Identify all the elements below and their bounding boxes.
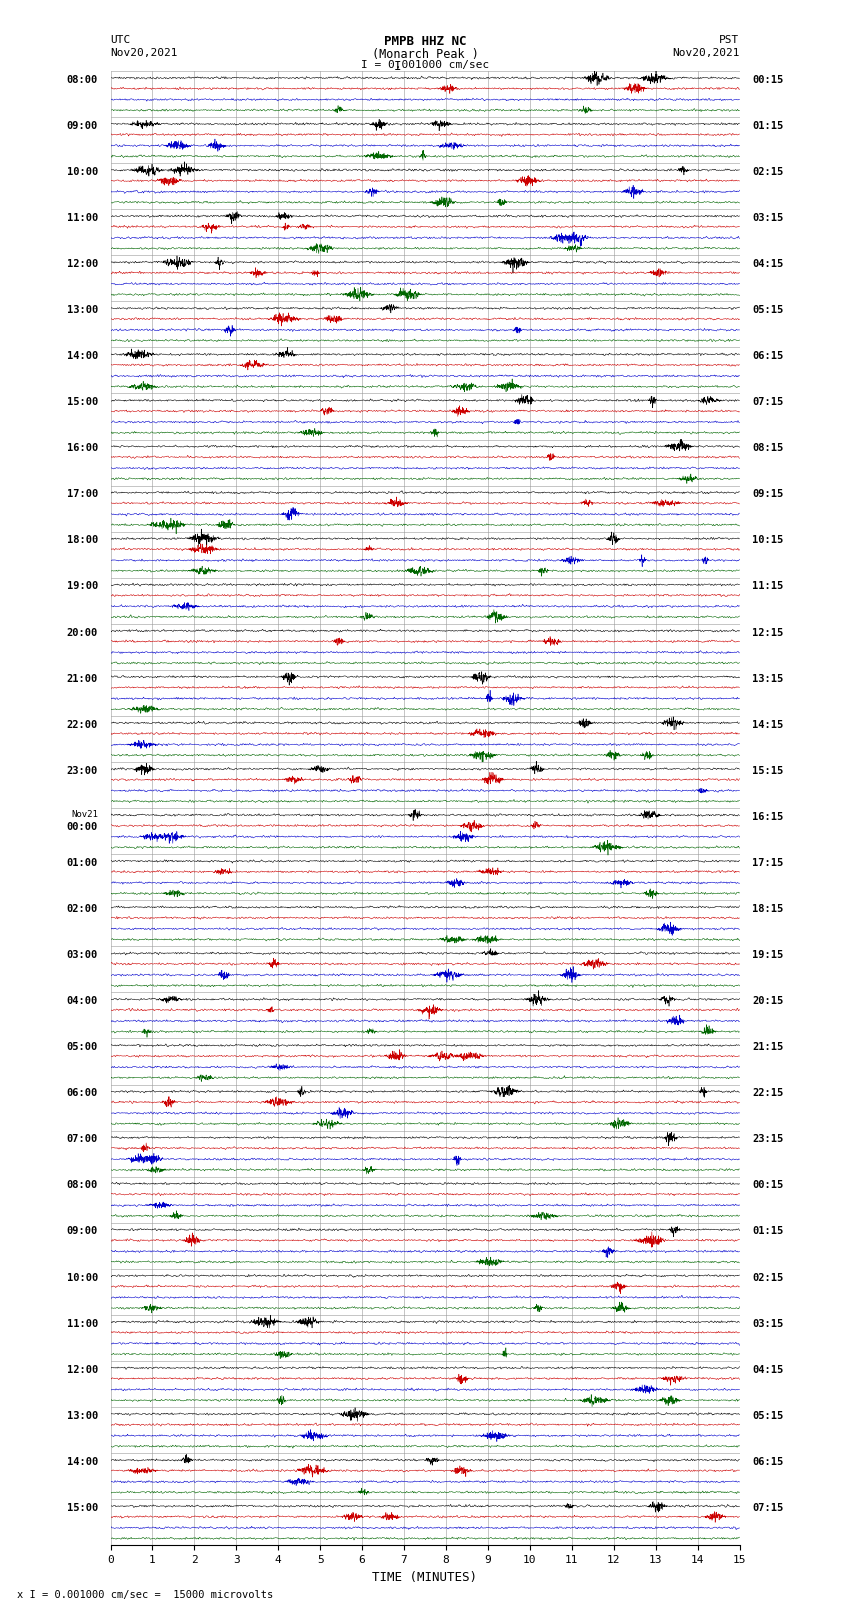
Text: 09:15: 09:15 bbox=[752, 489, 784, 500]
Text: 14:15: 14:15 bbox=[752, 719, 784, 729]
X-axis label: TIME (MINUTES): TIME (MINUTES) bbox=[372, 1571, 478, 1584]
Text: UTC: UTC bbox=[110, 35, 131, 45]
Text: 04:15: 04:15 bbox=[752, 260, 784, 269]
Text: 02:15: 02:15 bbox=[752, 1273, 784, 1282]
Text: 13:15: 13:15 bbox=[752, 674, 784, 684]
Text: 19:00: 19:00 bbox=[66, 581, 98, 592]
Text: 06:15: 06:15 bbox=[752, 1457, 784, 1466]
Text: 17:15: 17:15 bbox=[752, 858, 784, 868]
Text: 03:00: 03:00 bbox=[66, 950, 98, 960]
Text: 13:00: 13:00 bbox=[66, 305, 98, 315]
Text: 10:00: 10:00 bbox=[66, 1273, 98, 1282]
Text: 08:15: 08:15 bbox=[752, 444, 784, 453]
Text: PST: PST bbox=[719, 35, 740, 45]
Text: x I = 0.001000 cm/sec =  15000 microvolts: x I = 0.001000 cm/sec = 15000 microvolts bbox=[17, 1590, 273, 1600]
Text: PMPB HHZ NC: PMPB HHZ NC bbox=[383, 35, 467, 48]
Text: 04:15: 04:15 bbox=[752, 1365, 784, 1374]
Text: 05:15: 05:15 bbox=[752, 1411, 784, 1421]
Text: I: I bbox=[394, 60, 401, 73]
Text: 06:15: 06:15 bbox=[752, 352, 784, 361]
Text: 08:00: 08:00 bbox=[66, 74, 98, 84]
Text: Nov20,2021: Nov20,2021 bbox=[110, 47, 178, 58]
Text: 18:15: 18:15 bbox=[752, 903, 784, 915]
Text: 10:00: 10:00 bbox=[66, 166, 98, 177]
Text: 09:00: 09:00 bbox=[66, 1226, 98, 1237]
Text: 08:00: 08:00 bbox=[66, 1181, 98, 1190]
Text: I = 0.001000 cm/sec: I = 0.001000 cm/sec bbox=[361, 60, 489, 69]
Text: 05:00: 05:00 bbox=[66, 1042, 98, 1052]
Text: 01:15: 01:15 bbox=[752, 121, 784, 131]
Text: 20:15: 20:15 bbox=[752, 997, 784, 1007]
Text: 13:00: 13:00 bbox=[66, 1411, 98, 1421]
Text: 00:00: 00:00 bbox=[66, 823, 98, 832]
Text: 22:15: 22:15 bbox=[752, 1089, 784, 1098]
Text: 16:00: 16:00 bbox=[66, 444, 98, 453]
Text: 15:00: 15:00 bbox=[66, 397, 98, 406]
Text: 06:00: 06:00 bbox=[66, 1089, 98, 1098]
Text: Nov20,2021: Nov20,2021 bbox=[672, 47, 740, 58]
Text: 01:15: 01:15 bbox=[752, 1226, 784, 1237]
Text: 22:00: 22:00 bbox=[66, 719, 98, 729]
Text: 12:00: 12:00 bbox=[66, 260, 98, 269]
Text: 11:00: 11:00 bbox=[66, 1318, 98, 1329]
Text: 03:15: 03:15 bbox=[752, 213, 784, 223]
Text: 21:15: 21:15 bbox=[752, 1042, 784, 1052]
Text: 20:00: 20:00 bbox=[66, 627, 98, 637]
Text: 02:00: 02:00 bbox=[66, 903, 98, 915]
Text: 14:00: 14:00 bbox=[66, 352, 98, 361]
Text: 01:00: 01:00 bbox=[66, 858, 98, 868]
Text: 07:15: 07:15 bbox=[752, 1503, 784, 1513]
Text: 23:15: 23:15 bbox=[752, 1134, 784, 1144]
Text: 15:15: 15:15 bbox=[752, 766, 784, 776]
Text: (Monarch Peak ): (Monarch Peak ) bbox=[371, 47, 479, 61]
Text: 12:15: 12:15 bbox=[752, 627, 784, 637]
Text: 11:15: 11:15 bbox=[752, 581, 784, 592]
Text: 23:00: 23:00 bbox=[66, 766, 98, 776]
Text: 00:15: 00:15 bbox=[752, 74, 784, 84]
Text: 17:00: 17:00 bbox=[66, 489, 98, 500]
Text: 00:15: 00:15 bbox=[752, 1181, 784, 1190]
Text: 03:15: 03:15 bbox=[752, 1318, 784, 1329]
Text: 18:00: 18:00 bbox=[66, 536, 98, 545]
Text: 05:15: 05:15 bbox=[752, 305, 784, 315]
Text: 02:15: 02:15 bbox=[752, 166, 784, 177]
Text: 21:00: 21:00 bbox=[66, 674, 98, 684]
Text: 10:15: 10:15 bbox=[752, 536, 784, 545]
Text: Nov21: Nov21 bbox=[71, 810, 98, 819]
Text: 07:15: 07:15 bbox=[752, 397, 784, 406]
Text: 19:15: 19:15 bbox=[752, 950, 784, 960]
Text: 14:00: 14:00 bbox=[66, 1457, 98, 1466]
Text: 12:00: 12:00 bbox=[66, 1365, 98, 1374]
Text: 15:00: 15:00 bbox=[66, 1503, 98, 1513]
Text: 09:00: 09:00 bbox=[66, 121, 98, 131]
Text: 07:00: 07:00 bbox=[66, 1134, 98, 1144]
Text: 16:15: 16:15 bbox=[752, 811, 784, 821]
Text: 11:00: 11:00 bbox=[66, 213, 98, 223]
Text: 04:00: 04:00 bbox=[66, 997, 98, 1007]
